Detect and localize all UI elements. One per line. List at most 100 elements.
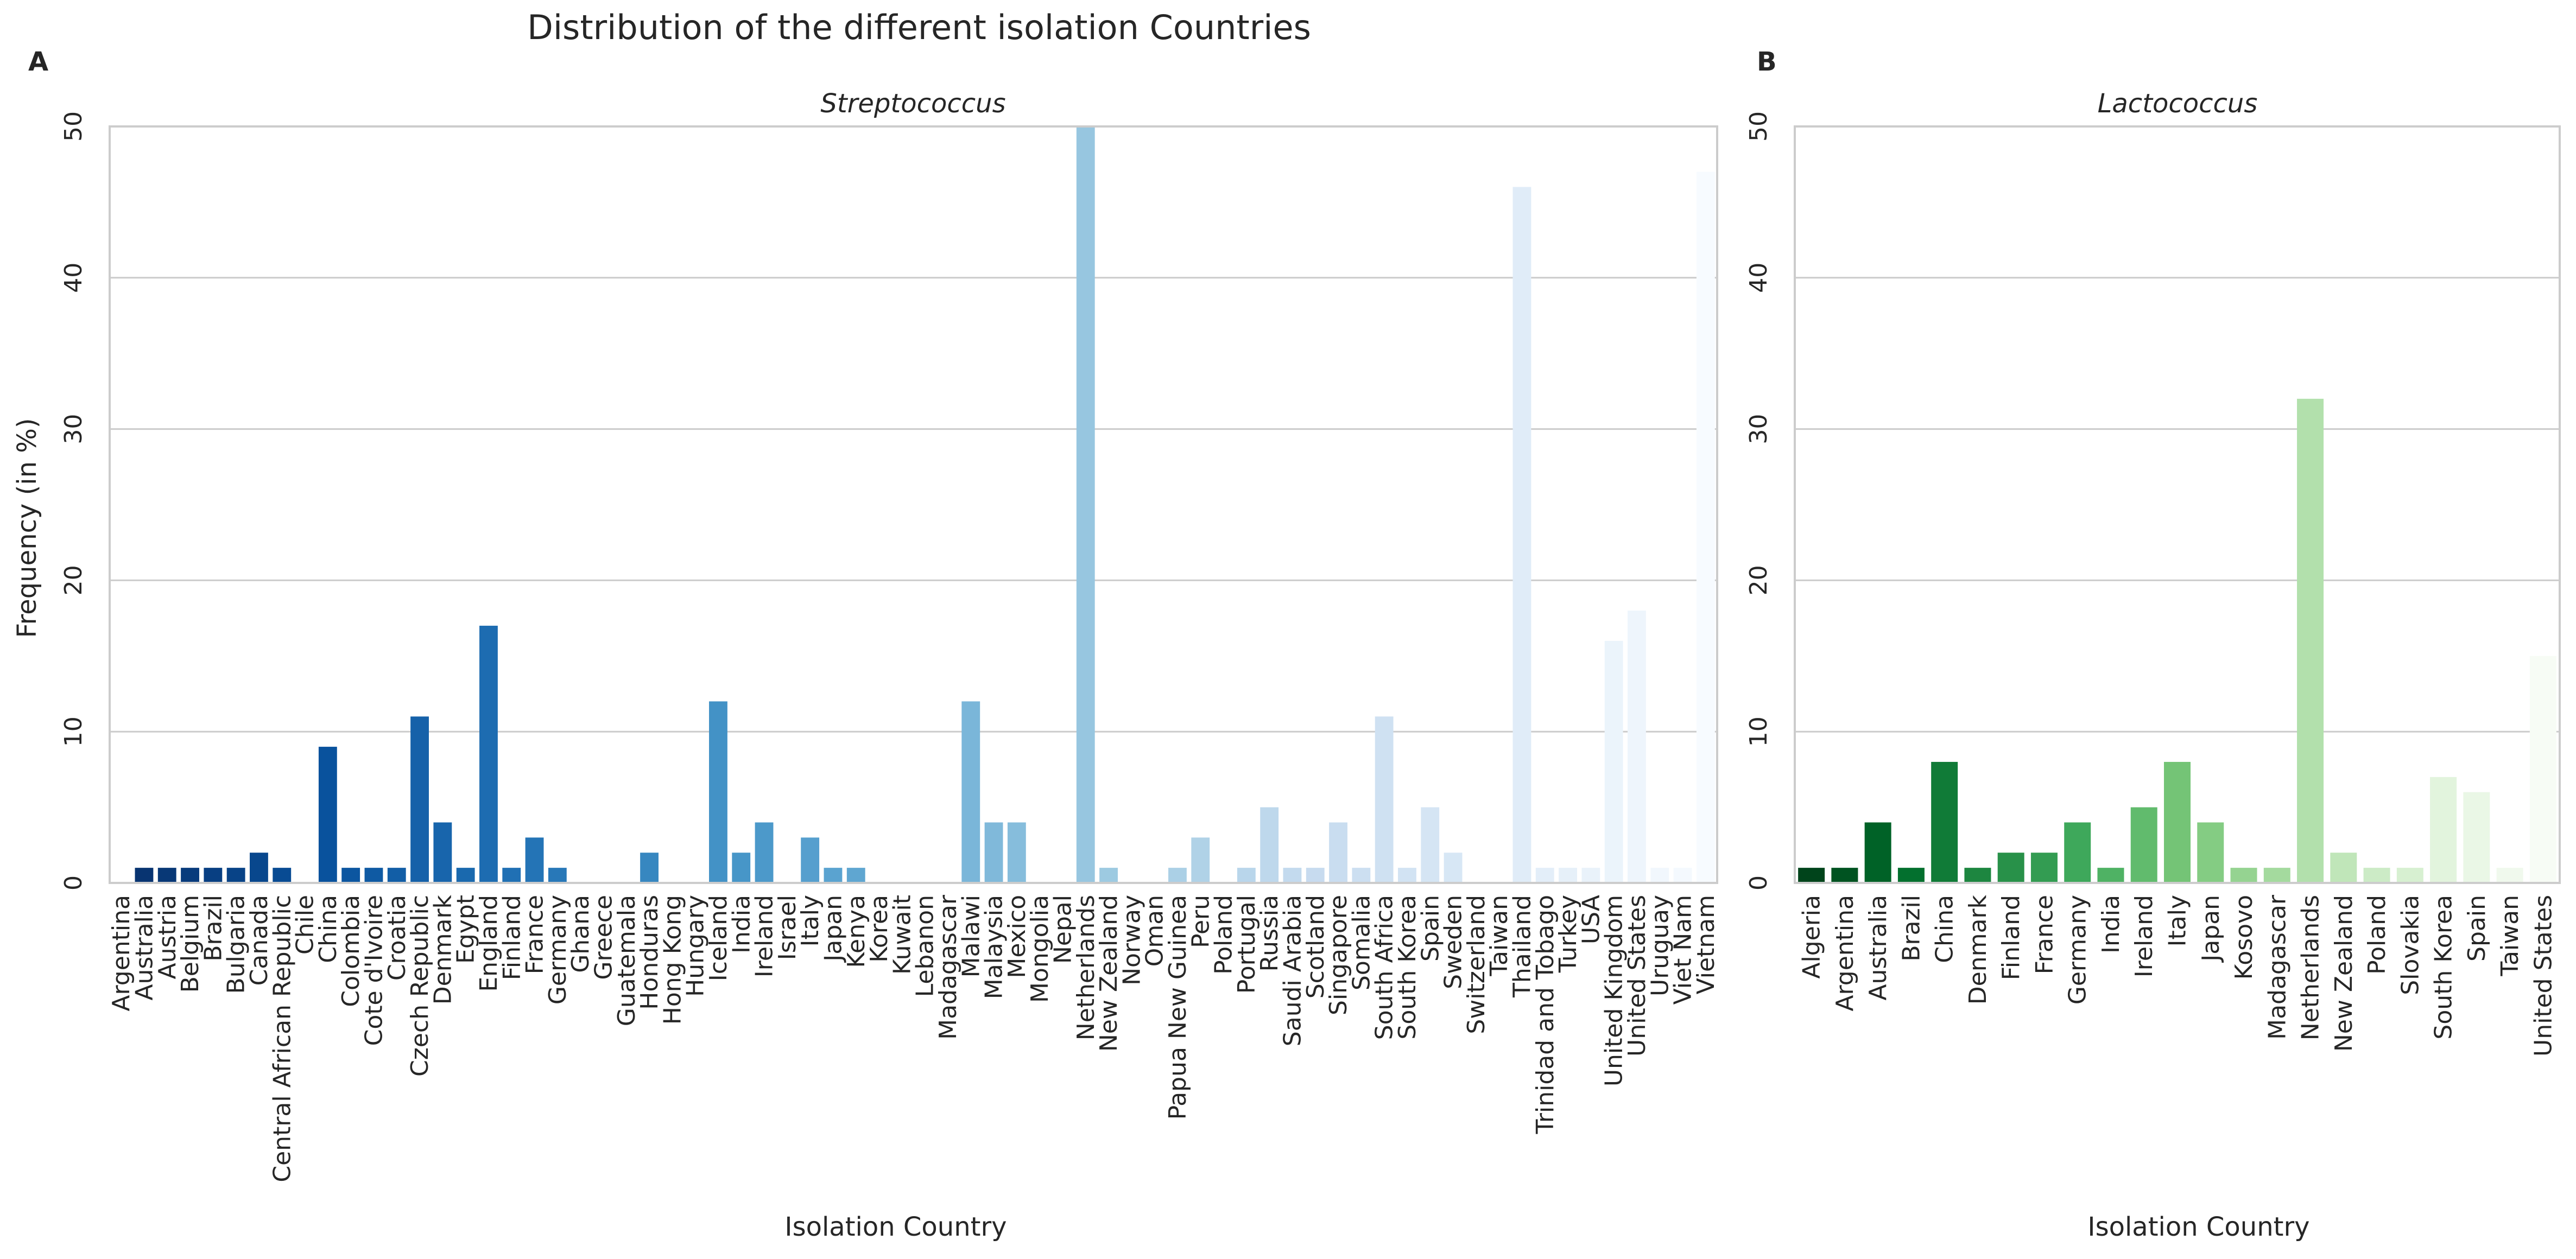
y-tick-label: 30 — [1745, 414, 1773, 444]
panel-b: B Lactococcus Isolation Country 0 10 20 30 4… — [1745, 47, 2561, 1242]
x-tick-label: Uruguay — [1646, 895, 1674, 996]
x-tick-label: Ireland — [751, 895, 779, 977]
x-tick-label: Croatia — [383, 895, 411, 981]
panel-a-plot: 0 10 20 30 40 50 ArgentinaAustraliaAustriaBelg… — [60, 111, 1720, 1182]
x-tick-label: Germany — [2064, 895, 2092, 1004]
bar — [2263, 868, 2290, 883]
bar — [824, 868, 843, 883]
x-tick-label: Japan — [2197, 895, 2225, 963]
bar — [1007, 822, 1026, 883]
figure-title: Distribution of the different isolation … — [527, 8, 1311, 47]
x-tick-label: Netherlands — [1072, 895, 1100, 1040]
x-tick-label: Cote d'Ivoire — [360, 895, 388, 1046]
y-tick-label: 50 — [1745, 111, 1773, 142]
bar — [2463, 792, 2490, 883]
x-tick-label: Hungary — [682, 895, 710, 997]
x-tick-label: Madagascar — [2263, 894, 2291, 1040]
x-tick-label: Papua New Guinea — [1164, 895, 1192, 1120]
x-tick-label: Korea — [865, 895, 893, 963]
x-tick-label: South Africa — [1371, 895, 1398, 1040]
bar — [1168, 868, 1187, 883]
bar — [226, 868, 245, 883]
x-tick-label: India — [2097, 895, 2125, 953]
bar — [1696, 171, 1715, 883]
bar — [456, 868, 475, 883]
x-tick-label: Vietnam — [1692, 895, 1720, 994]
x-tick-label: Hong Kong — [659, 895, 686, 1025]
x-tick-label: France — [2030, 895, 2058, 974]
x-tick-label: Kenya — [843, 895, 870, 968]
bar — [433, 822, 452, 883]
bar — [2130, 807, 2157, 883]
x-tick-label: Trinidad and Tobago — [1531, 895, 1559, 1134]
bar — [1798, 868, 1825, 883]
x-tick-label: Sweden — [1440, 895, 1467, 989]
y-tick-label: 20 — [60, 565, 87, 595]
bar — [2097, 868, 2124, 883]
x-tick-label: Taiwan — [1485, 895, 1513, 977]
bar — [2430, 777, 2457, 883]
y-tick-label: 40 — [1745, 263, 1773, 293]
x-tick-label: Australia — [1864, 895, 1892, 1001]
bar — [2230, 868, 2257, 883]
x-tick-label: Malaysia — [980, 895, 1008, 999]
bar — [410, 716, 429, 883]
bar — [1237, 868, 1256, 883]
x-tick-label: United States — [2529, 895, 2557, 1057]
bar — [387, 868, 406, 883]
y-tick-label: 0 — [1745, 875, 1773, 891]
x-tick-label: Czech Republic — [406, 895, 434, 1077]
bar — [1831, 868, 1858, 883]
x-tick-label: Portugal — [1233, 895, 1261, 994]
bar — [1329, 822, 1347, 883]
x-tick-label: Netherlands — [2297, 895, 2325, 1040]
x-tick-label: Mexico — [1003, 895, 1031, 978]
x-tick-label: Belgium — [176, 895, 204, 993]
bar — [1897, 868, 1925, 883]
bar — [1964, 868, 1991, 883]
panel-label-a: A — [28, 47, 48, 77]
bar — [1673, 868, 1692, 883]
bar — [135, 868, 154, 883]
bar — [364, 868, 383, 883]
x-tick-label: Spain — [1416, 895, 1444, 962]
bar — [1421, 807, 1440, 883]
x-tick-label: Singapore — [1325, 895, 1352, 1015]
bar — [273, 868, 292, 883]
x-tick-label: Somalia — [1347, 895, 1375, 990]
x-tick-label: Ireland — [2130, 895, 2158, 977]
x-tick-label: Finland — [498, 895, 526, 980]
x-tick-label: Oman — [1141, 895, 1169, 966]
x-tick-label: Madagascar — [934, 894, 962, 1040]
y-tick-label: 30 — [60, 414, 87, 444]
bar — [732, 853, 751, 883]
bar — [250, 853, 268, 883]
bar — [2496, 868, 2523, 883]
x-tick-label: China — [314, 895, 342, 963]
y-tick-label: 20 — [1745, 565, 1773, 595]
plot-frame — [1794, 125, 2561, 884]
bar — [1352, 868, 1371, 883]
x-tick-label: Slovakia — [2396, 895, 2424, 995]
bar — [1650, 868, 1669, 883]
x-tick-label: Australia — [130, 895, 158, 1001]
x-tick-label: Mongolia — [1026, 895, 1054, 1003]
bar — [1260, 807, 1279, 883]
x-tick-label: Italy — [796, 895, 824, 946]
bar — [181, 868, 199, 883]
x-tick-label: Lebanon — [912, 895, 939, 997]
bar — [1604, 640, 1623, 883]
bar — [2396, 868, 2423, 883]
bar — [755, 822, 774, 883]
x-tick-label: Malawi — [957, 895, 985, 977]
x-tick-label: Poland — [1210, 895, 1238, 975]
bar — [157, 868, 176, 883]
x-tick-label: Nepal — [1049, 895, 1077, 964]
bar — [2064, 822, 2091, 883]
y-tick-label: 40 — [60, 263, 87, 293]
bar — [2330, 853, 2357, 883]
x-tick-label: Greece — [590, 895, 617, 980]
x-tick-label: England — [475, 895, 503, 992]
bar — [1375, 716, 1394, 883]
x-tick-label: New Zealand — [2330, 895, 2358, 1052]
